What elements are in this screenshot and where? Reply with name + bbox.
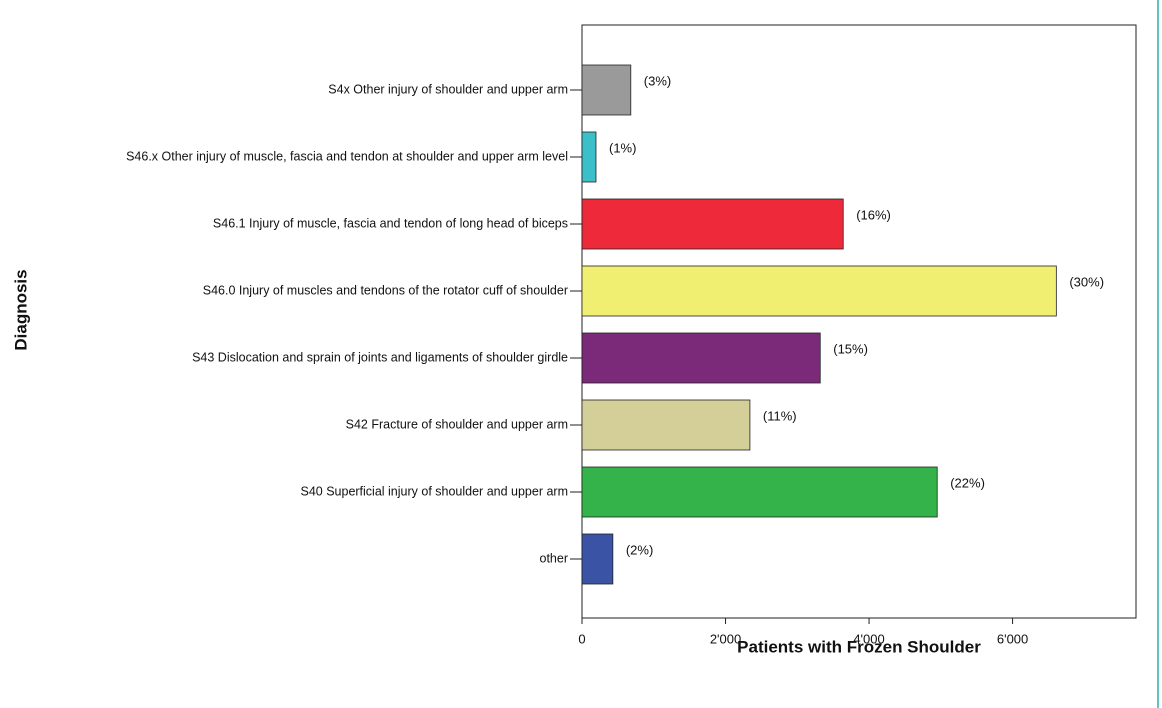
- x-tick-label: 6'000: [997, 631, 1028, 646]
- x-tick-label: 0: [578, 631, 585, 646]
- value-label: (11%): [763, 408, 797, 423]
- y-tick-label: other: [540, 551, 569, 565]
- y-tick-label: S46.x Other injury of muscle, fascia and…: [126, 149, 568, 163]
- bar: [581, 265, 1057, 317]
- plot-frame: [581, 24, 1137, 619]
- y-tick-label: S43 Dislocation and sprain of joints and…: [192, 350, 568, 364]
- value-label: (2%): [626, 542, 653, 557]
- y-tick-label: S46.1 Injury of muscle, fascia and tendo…: [213, 216, 568, 230]
- y-tick-label: S4x Other injury of shoulder and upper a…: [328, 82, 568, 96]
- value-label: (15%): [833, 341, 868, 356]
- bar: [581, 131, 597, 183]
- x-tick-label: 2'000: [710, 631, 741, 646]
- bar: [581, 64, 632, 116]
- value-label: (3%): [644, 73, 671, 88]
- bar: [581, 332, 821, 384]
- value-label: (22%): [950, 475, 985, 490]
- x-tick-label: 4'000: [853, 631, 884, 646]
- value-label: (16%): [856, 207, 891, 222]
- y-axis-label: Diagnosis: [11, 269, 30, 350]
- y-tick-label: S40 Superficial injury of shoulder and u…: [300, 484, 568, 498]
- bar: [581, 533, 614, 585]
- x-axis-label: Patients with Frozen Shoulder: [737, 637, 981, 656]
- bar: [581, 466, 938, 518]
- bar: [581, 399, 751, 451]
- y-tick-label: S46.0 Injury of muscles and tendons of t…: [203, 283, 568, 297]
- value-label: (1%): [609, 140, 636, 155]
- y-tick-label: S42 Fracture of shoulder and upper arm: [346, 417, 568, 431]
- value-label: (30%): [1069, 274, 1104, 289]
- bar: [581, 198, 844, 250]
